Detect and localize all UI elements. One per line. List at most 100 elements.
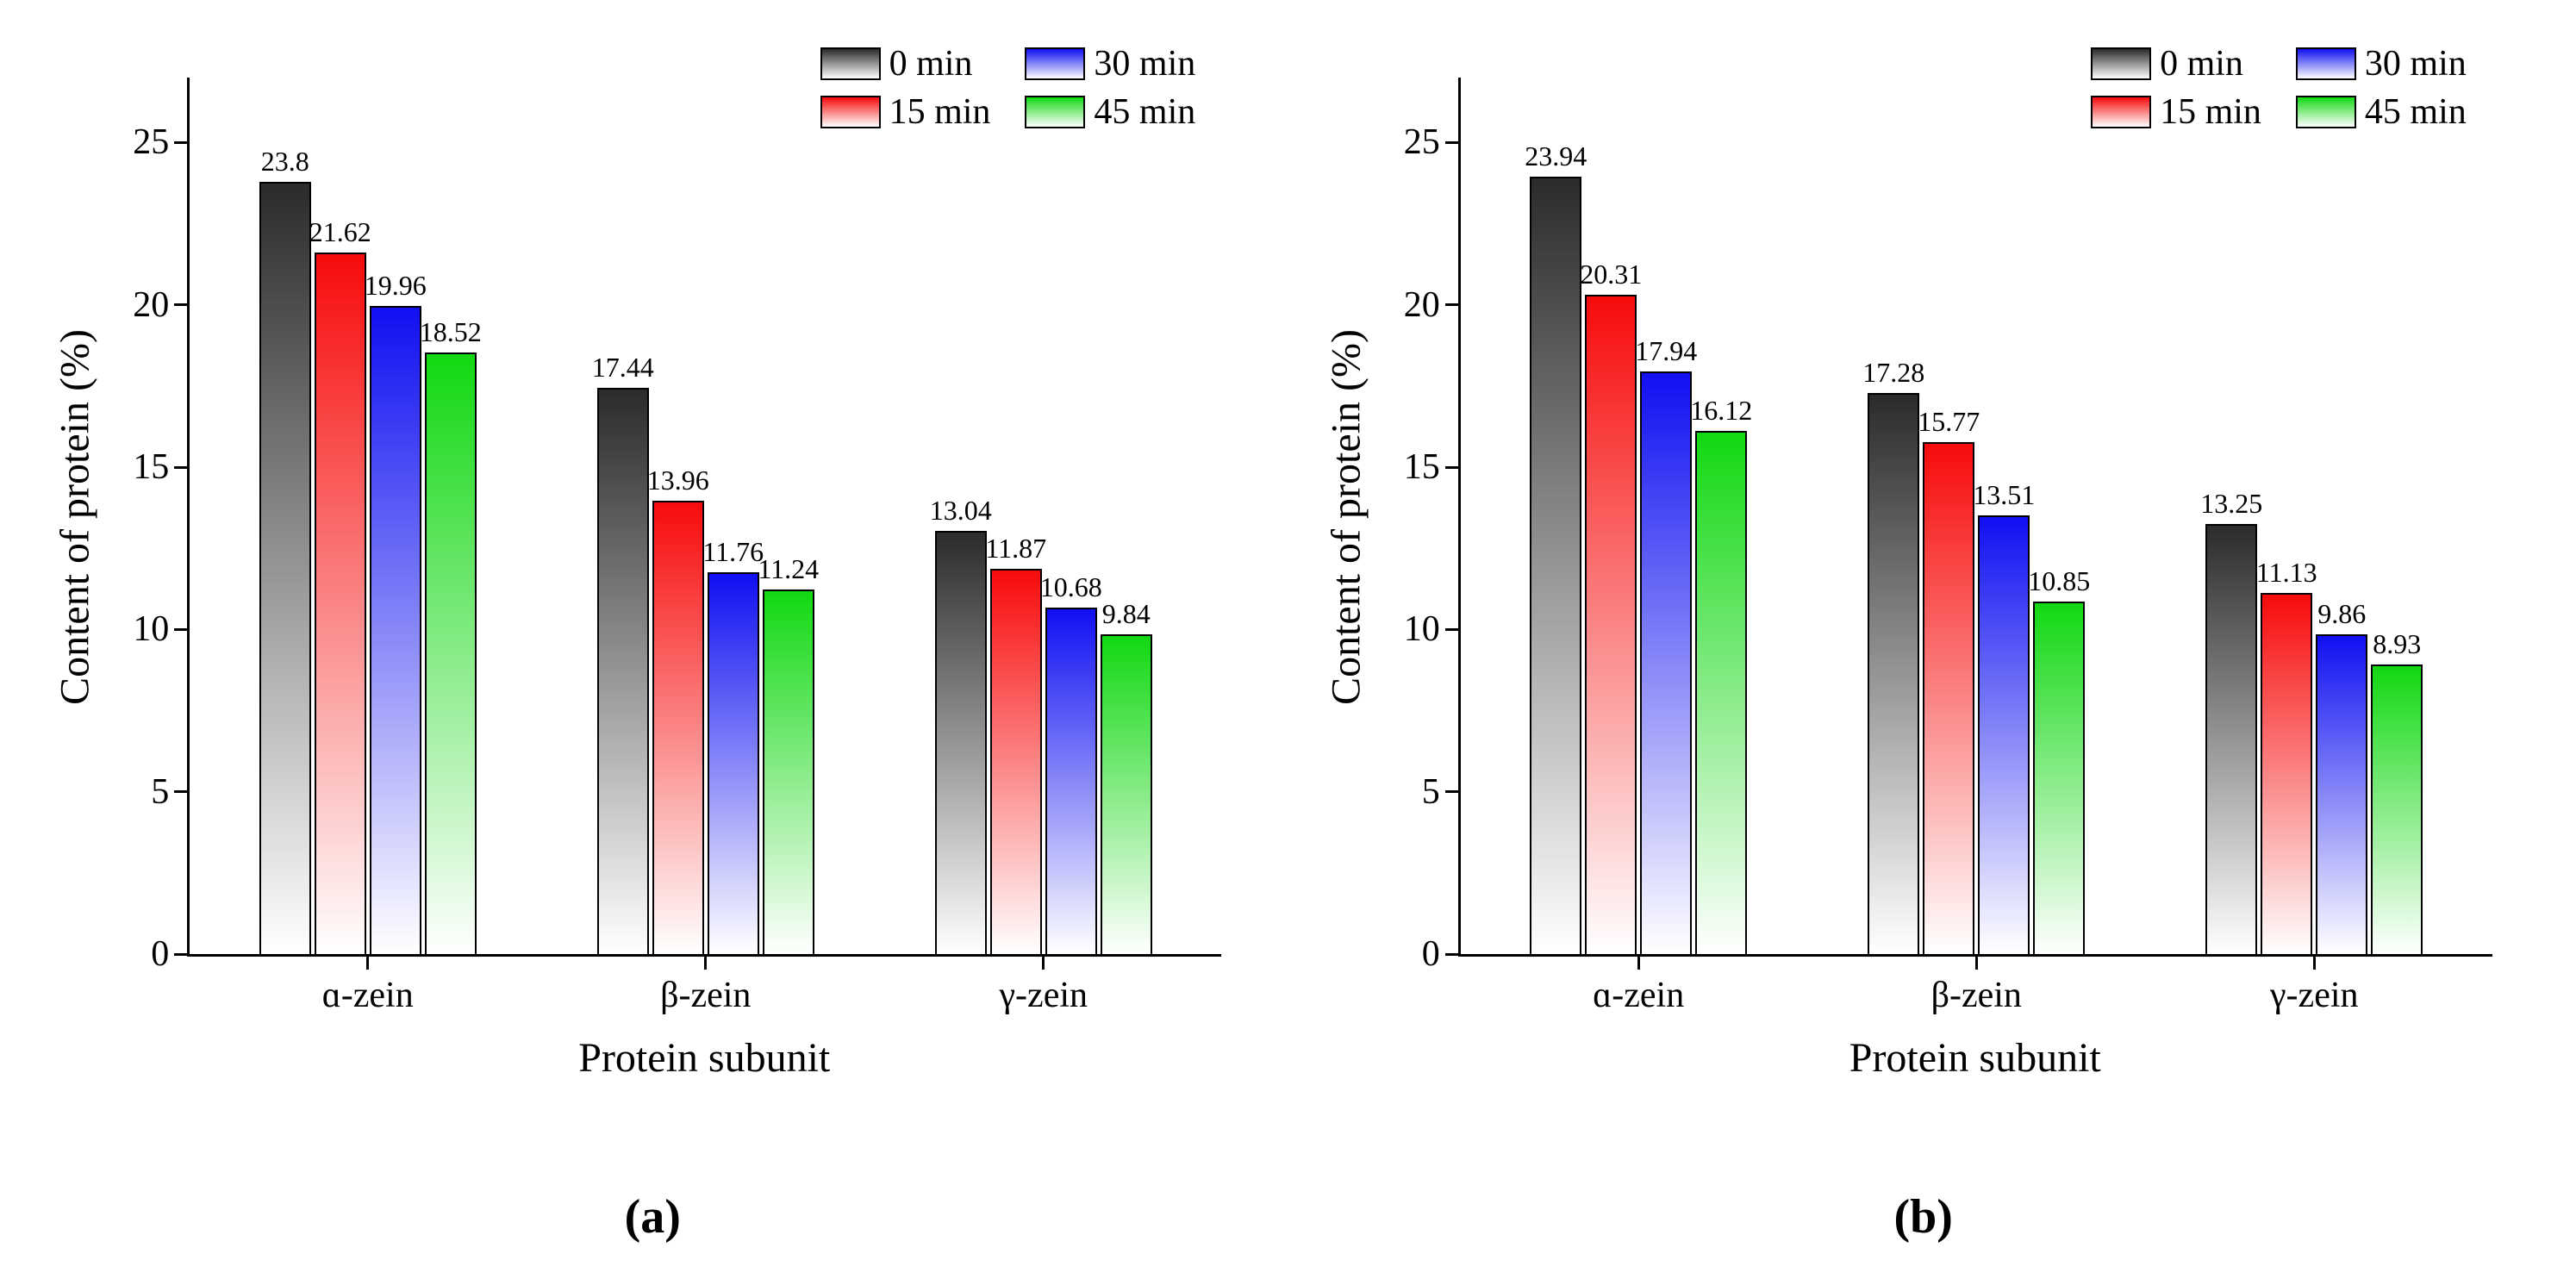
y-tick-label: 5 [1422, 771, 1440, 813]
x-axis-label: Protein subunit [1849, 1034, 2101, 1082]
legend-item: 15 min [2091, 91, 2261, 133]
bar-value-label: 18.52 [420, 316, 482, 348]
bar-value-label: 11.24 [758, 553, 819, 585]
y-tick-label: 0 [151, 933, 169, 975]
bar-value-label: 15.77 [1918, 406, 1980, 438]
x-tick-label: ɑ-zein [322, 975, 414, 1016]
bar-value-label: 23.8 [261, 146, 309, 178]
bar-value-label: 19.96 [365, 270, 427, 302]
x-tick [1975, 954, 1978, 970]
bar-value-label: 17.44 [592, 352, 654, 384]
y-tick [1445, 303, 1461, 306]
legend-item: 0 min [820, 43, 991, 84]
y-tick-label: 20 [133, 284, 169, 326]
y-tick [174, 628, 190, 631]
y-tick [174, 790, 190, 793]
legend-swatch [2296, 47, 2356, 80]
subcaption-b: (b) [1894, 1189, 1953, 1244]
legend-item: 45 min [1025, 91, 1195, 133]
legend-label: 45 min [2365, 91, 2467, 133]
x-tick-label: β-zein [660, 975, 751, 1016]
y-tick [174, 466, 190, 469]
legend-a: 0 min 30 min 15 min 45 min [820, 43, 1196, 133]
panel-a: 0 min30 min15 min45 min Content of prote… [49, 17, 1256, 1244]
y-tick [1445, 466, 1461, 469]
y-tick [1445, 141, 1461, 144]
bar: 15.77 [1923, 442, 1974, 954]
legend-label: 30 min [1094, 43, 1195, 84]
legend-b: 0 min 30 min 15 min 45 min [2091, 43, 2467, 133]
bar-value-label: 20.31 [1580, 259, 1642, 290]
legend-swatch [2296, 96, 2356, 128]
y-tick-label: 20 [1404, 284, 1440, 326]
bar-value-label: 21.62 [309, 216, 371, 248]
x-tick-label: ɑ-zein [1593, 975, 1684, 1016]
x-tick [704, 954, 707, 970]
y-tick-label: 10 [133, 608, 169, 650]
bar: 19.96 [370, 306, 421, 954]
panel-b: 0 min 30 min 15 min 45 min Content of prote… [1320, 17, 2527, 1244]
plot-area-b: 0510152025ɑ-zein23.9420.3117.9416.12β-ze… [1458, 78, 2492, 957]
bar: 11.13 [2261, 593, 2312, 954]
y-tick-label: 25 [133, 122, 169, 163]
bar: 23.94 [1530, 177, 1581, 954]
bar: 11.87 [990, 569, 1042, 954]
x-tick-label: γ-zein [1000, 975, 1088, 1016]
bar: 9.84 [1101, 634, 1152, 954]
bar-value-label: 8.93 [2373, 628, 2421, 660]
bar: 10.68 [1045, 608, 1097, 954]
bar-value-label: 11.87 [985, 533, 1046, 565]
bar: 13.51 [1978, 515, 2030, 954]
plot-b: Content of protein (%) Protein subunit 0… [1458, 78, 2492, 957]
bar: 13.96 [652, 501, 704, 954]
legend-swatch [820, 96, 881, 128]
legend-swatch [820, 47, 881, 80]
bar-value-label: 10.68 [1040, 571, 1102, 603]
bar-value-label: 10.85 [2028, 565, 2090, 597]
bar-value-label: 13.25 [2200, 488, 2262, 520]
bar: 20.31 [1585, 295, 1637, 954]
chart-a: 0 min30 min15 min45 min Content of prote… [49, 17, 1256, 1095]
legend-label: 15 min [2160, 91, 2261, 133]
y-tick-label: 15 [1404, 446, 1440, 488]
legend-item: 30 min [1025, 43, 1195, 84]
chart-b: 0 min 30 min 15 min 45 min Content of prote… [1320, 17, 2527, 1095]
bar: 11.76 [708, 572, 759, 954]
y-tick [174, 953, 190, 956]
bar: 23.8 [259, 182, 311, 954]
bar: 13.25 [2205, 524, 2257, 954]
x-tick [1637, 954, 1640, 970]
legend-item: 30 min [2296, 43, 2467, 84]
bar: 11.24 [763, 589, 814, 954]
y-tick [1445, 628, 1461, 631]
bar-value-label: 9.84 [1102, 598, 1151, 630]
legend-swatch [1025, 96, 1085, 128]
bar-value-label: 11.76 [702, 536, 764, 568]
bar-value-label: 9.86 [2317, 598, 2366, 630]
legend-label: 0 min [889, 43, 973, 84]
bar-value-label: 11.13 [2256, 557, 2317, 589]
bar: 9.86 [2316, 634, 2367, 954]
x-tick [2313, 954, 2316, 970]
bar-value-label: 13.04 [930, 495, 992, 527]
y-axis-label: Content of protein (%) [1322, 329, 1369, 705]
legend-item: 0 min [2091, 43, 2261, 84]
bar-value-label: 13.96 [647, 465, 709, 496]
legend-label: 45 min [1094, 91, 1195, 133]
legend-label: 15 min [889, 91, 991, 133]
bar-value-label: 17.28 [1862, 357, 1924, 389]
bar: 17.28 [1868, 393, 1919, 954]
legend-item: 15 min [820, 91, 991, 133]
y-tick-label: 10 [1404, 608, 1440, 650]
y-tick [174, 303, 190, 306]
plot-area-a: 0510152025ɑ-zein23.821.6219.9618.52β-zei… [187, 78, 1221, 957]
y-tick-label: 0 [1422, 933, 1440, 975]
subcaption-a: (a) [625, 1189, 681, 1244]
bar: 10.85 [2033, 602, 2085, 954]
y-tick [174, 141, 190, 144]
legend-item: 45 min [2296, 91, 2467, 133]
legend-label: 0 min [2160, 43, 2243, 84]
bar: 8.93 [2371, 664, 2423, 954]
legend-swatch [2091, 47, 2151, 80]
legend-swatch [1025, 47, 1085, 80]
